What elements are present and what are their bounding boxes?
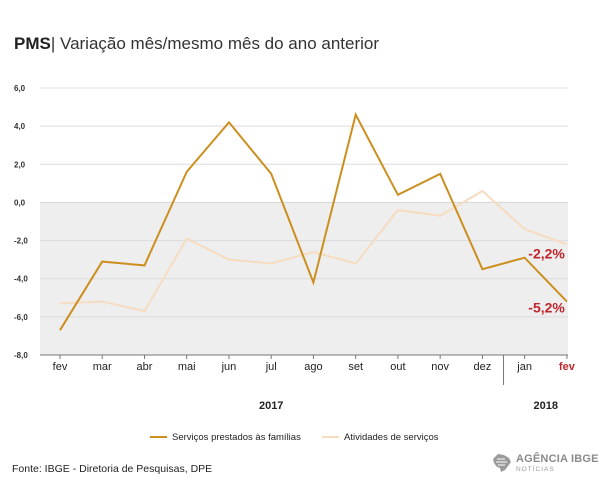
x-tick-labels-layer: fev mar abr mai jun jul ago set out nov dez jan fev	[53, 361, 576, 373]
series-lines-layer	[59, 111, 568, 331]
x-tick-label: ago	[304, 361, 322, 373]
legend-label: Serviços prestados às famílias	[172, 432, 301, 443]
end-value-label: -2,2%	[528, 245, 565, 261]
chart-title: PMS| Variação mês/mesmo mês do ano anter…	[14, 34, 379, 54]
brazil-map-icon	[493, 454, 511, 472]
y-tick-label: -2,0	[14, 237, 28, 246]
logo-line2: NOTÍCIAS	[516, 466, 555, 473]
series-line-servicos-familias	[59, 111, 568, 331]
title-text: Variação mês/mesmo mês do ano anterior	[55, 34, 380, 53]
y-tick-labels-layer: 6,0 4,0 2,0 0,0 -2,0 -4,0 -6,0 -8,0	[14, 84, 28, 360]
legend: Serviços prestados às famílias Atividades…	[150, 432, 439, 443]
y-tick-label: 4,0	[14, 122, 26, 131]
x-tick-label: abr	[137, 361, 153, 373]
source-note: Fonte: IBGE - Diretoria de Pesquisas, DP…	[12, 463, 213, 475]
x-tick-label: fev	[559, 361, 576, 373]
x-tick-label: fev	[53, 361, 68, 373]
legend-label: Atividades de serviços	[344, 432, 439, 443]
x-tick-label: out	[390, 361, 405, 373]
x-tick-label: dez	[474, 361, 492, 373]
x-tick-label: set	[348, 361, 363, 373]
x-tick-label: jul	[265, 361, 277, 373]
line-chart: 6,0 4,0 2,0 0,0 -2,0 -4,0 -6,0 -8,0 fev mar abr ma…	[14, 84, 576, 443]
y-tick-label: -4,0	[14, 275, 28, 284]
y-tick-label: 0,0	[14, 198, 26, 207]
x-tick-label: nov	[431, 361, 449, 373]
year-label: 2018	[534, 400, 558, 412]
title-bold: PMS	[14, 34, 51, 53]
end-value-label: -5,2%	[528, 300, 565, 316]
logo-line1: AGÊNCIA IBGE	[516, 453, 599, 465]
end-labels-layer: -5,2% -2,2%	[528, 245, 565, 315]
year-labels-layer: 2017 2018	[259, 400, 558, 412]
x-axis-layer	[40, 354, 568, 385]
x-tick-label: mai	[178, 361, 196, 373]
year-label: 2017	[259, 400, 283, 412]
y-tick-label: -8,0	[14, 351, 28, 360]
x-tick-label: jan	[516, 361, 532, 373]
title-separator: |	[50, 34, 56, 53]
agencia-ibge-logo: AGÊNCIA IBGE NOTÍCIAS	[492, 451, 598, 477]
x-tick-label: mar	[93, 361, 112, 373]
y-tick-label: 6,0	[14, 84, 26, 93]
y-tick-label: -6,0	[14, 313, 28, 322]
series-line-atividades-servicos	[59, 189, 568, 313]
x-tick-label: jun	[221, 361, 237, 373]
y-tick-label: 2,0	[14, 160, 26, 169]
